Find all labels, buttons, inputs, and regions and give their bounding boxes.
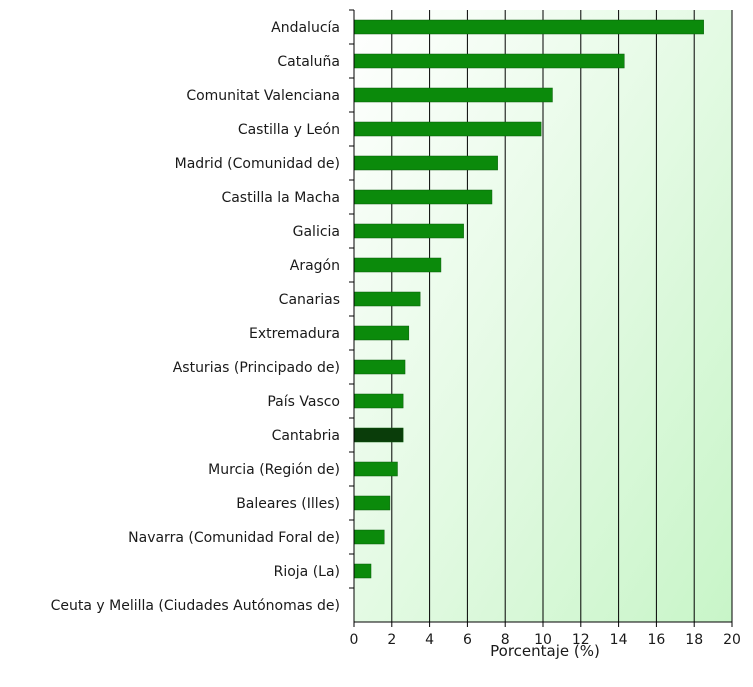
bar <box>353 19 704 35</box>
x-tick-labels: 0 2 4 6 8 10 12 14 16 18 20 <box>350 622 741 648</box>
category-label: Canarias <box>279 292 340 308</box>
grid-lines <box>391 10 733 622</box>
bar <box>353 53 625 69</box>
x-tick-label: 12 <box>572 632 590 648</box>
bar <box>353 529 385 545</box>
x-axis-title: Porcentaje (%) <box>490 642 600 660</box>
bar <box>353 121 542 137</box>
category-label: Galicia <box>293 224 340 240</box>
x-tick-label: 10 <box>534 632 552 648</box>
x-tick-label: 18 <box>685 632 703 648</box>
x-tick-label: 14 <box>610 632 628 648</box>
bar <box>353 223 464 239</box>
bar <box>353 257 442 273</box>
category-label: Andalucía <box>271 20 340 36</box>
category-label: Ceuta y Melilla (Ciudades Autónomas de) <box>51 598 340 614</box>
category-label: Asturias (Principado de) <box>173 360 340 376</box>
x-tick-label: 20 <box>723 632 741 648</box>
bar <box>353 427 404 443</box>
bar <box>353 291 421 307</box>
x-tick-label: 0 <box>350 632 359 648</box>
x-tick-label: 16 <box>647 632 665 648</box>
category-label: Rioja (La) <box>274 564 340 580</box>
category-label: Madrid (Comunidad de) <box>175 156 340 172</box>
category-labels: Andalucía Cataluña Comunitat Valenciana Cas… <box>51 9 354 614</box>
category-label: Castilla y León <box>238 122 340 138</box>
x-tick-label: 4 <box>425 632 434 648</box>
bar <box>353 325 410 341</box>
category-label: País Vasco <box>267 394 340 410</box>
bar <box>353 359 406 375</box>
category-label: Extremadura <box>249 326 340 342</box>
category-label: Castilla la Macha <box>221 190 340 206</box>
bar <box>353 87 553 103</box>
category-label: Baleares (Illes) <box>236 496 340 512</box>
category-label: Cataluña <box>277 54 340 70</box>
category-label: Cantabria <box>272 428 340 444</box>
bar <box>353 495 391 511</box>
bar <box>353 461 398 477</box>
x-tick-label: 6 <box>463 632 472 648</box>
category-label: Aragón <box>290 258 340 274</box>
bar <box>353 393 404 409</box>
x-tick-label: 2 <box>387 632 396 648</box>
bar <box>353 563 372 579</box>
category-label: Comunitat Valenciana <box>186 88 340 104</box>
category-label: Murcia (Región de) <box>208 462 340 478</box>
bar <box>353 189 493 205</box>
bar <box>353 155 498 171</box>
category-label: Navarra (Comunidad Foral de) <box>128 530 340 546</box>
bars <box>353 19 704 579</box>
x-tick-label: 8 <box>501 632 510 648</box>
